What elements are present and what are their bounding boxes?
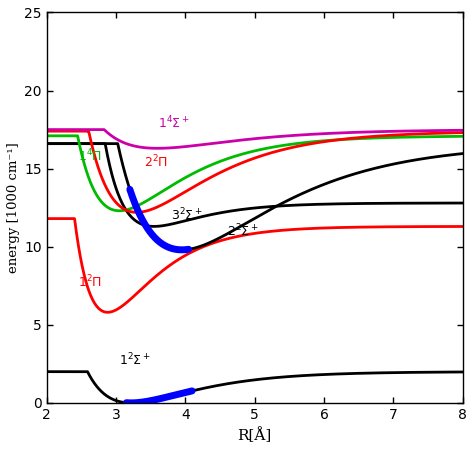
Text: $1^2\Pi$: $1^2\Pi$ <box>78 274 102 290</box>
Text: $1^4\Pi$: $1^4\Pi$ <box>78 147 102 164</box>
Text: $2^2\Pi$: $2^2\Pi$ <box>144 153 168 170</box>
Text: $1^4\Sigma^+$: $1^4\Sigma^+$ <box>157 115 190 131</box>
Text: $1^2\Sigma^+$: $1^2\Sigma^+$ <box>119 352 152 369</box>
Y-axis label: energy [1000 cm⁻¹]: energy [1000 cm⁻¹] <box>7 142 20 273</box>
Text: $3^2\Sigma^+$: $3^2\Sigma^+$ <box>172 207 203 223</box>
Text: $2^2\Sigma^+$: $2^2\Sigma^+$ <box>227 222 259 239</box>
X-axis label: R[Å]: R[Å] <box>237 428 272 443</box>
